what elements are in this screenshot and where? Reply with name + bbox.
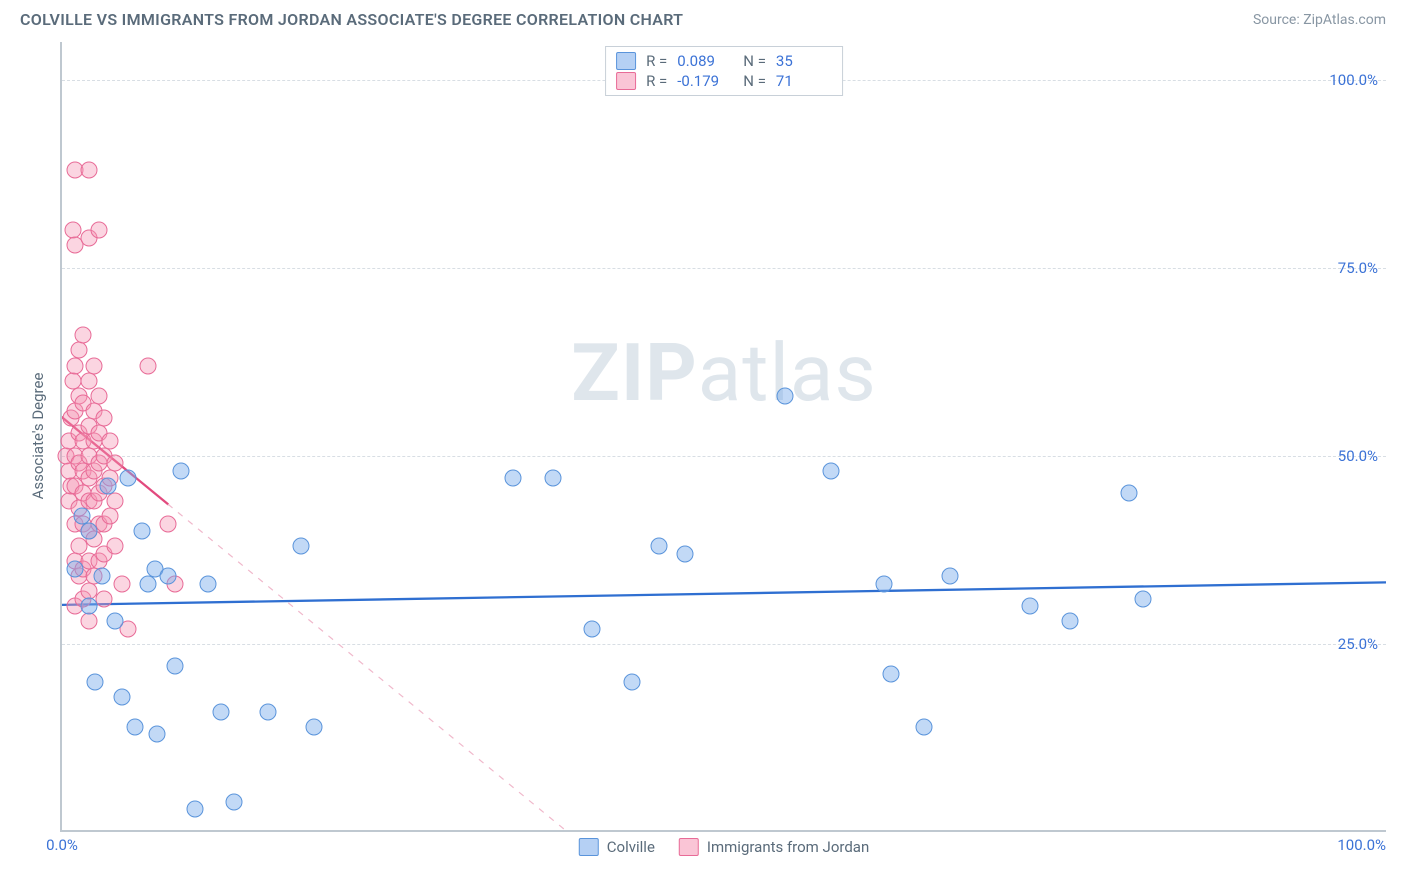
legend-item-colville: Colville xyxy=(579,838,655,856)
data-point xyxy=(776,387,793,404)
data-point xyxy=(186,801,203,818)
data-point xyxy=(1134,590,1151,607)
data-point xyxy=(292,538,309,555)
gridline xyxy=(62,456,1386,457)
data-point xyxy=(199,575,216,592)
data-point xyxy=(213,703,230,720)
gridline xyxy=(62,644,1386,645)
stats-legend: R = 0.089 N = 35 R = -0.179 N = 71 xyxy=(605,46,843,96)
source-attribution: Source: ZipAtlas.com xyxy=(1253,12,1386,28)
data-point xyxy=(75,327,92,344)
data-point xyxy=(80,372,97,389)
y-tick-label: 100.0% xyxy=(1329,71,1378,89)
data-point xyxy=(149,726,166,743)
chart-title: COLVILLE VS IMMIGRANTS FROM JORDAN ASSOC… xyxy=(20,10,683,29)
data-point xyxy=(91,222,108,239)
legend-item-jordan: Immigrants from Jordan xyxy=(679,838,869,856)
x-tick-100: 100.0% xyxy=(1337,836,1386,854)
gridline xyxy=(62,268,1386,269)
data-point xyxy=(915,718,932,735)
data-point xyxy=(80,613,97,630)
series-legend: Colville Immigrants from Jordan xyxy=(579,838,869,856)
swatch-pink-icon xyxy=(679,838,699,856)
data-point xyxy=(101,432,118,449)
data-point xyxy=(942,568,959,585)
y-tick-label: 25.0% xyxy=(1338,635,1378,653)
data-point xyxy=(101,508,118,525)
stats-row-colville: R = 0.089 N = 35 xyxy=(616,51,832,71)
data-point xyxy=(624,673,641,690)
data-point xyxy=(882,666,899,683)
chart-container: ZIPatlas 25.0% 50.0% 75.0% 100.0% R = 0.089… xyxy=(22,42,1386,854)
data-point xyxy=(305,718,322,735)
data-point xyxy=(166,658,183,675)
data-point xyxy=(173,462,190,479)
y-tick-label: 50.0% xyxy=(1338,447,1378,465)
data-point xyxy=(107,492,124,509)
x-tick-0: 0.0% xyxy=(46,836,78,854)
data-point xyxy=(259,703,276,720)
data-point xyxy=(107,538,124,555)
data-point xyxy=(96,590,113,607)
data-point xyxy=(226,793,243,810)
stats-row-jordan: R = -0.179 N = 71 xyxy=(616,71,832,91)
data-point xyxy=(120,470,137,487)
data-point xyxy=(87,673,104,690)
y-tick-label: 75.0% xyxy=(1338,259,1378,277)
data-point xyxy=(876,575,893,592)
data-point xyxy=(584,620,601,637)
data-point xyxy=(677,545,694,562)
data-point xyxy=(1021,598,1038,615)
data-point xyxy=(67,560,84,577)
swatch-pink-icon xyxy=(616,72,636,90)
data-point xyxy=(80,523,97,540)
data-point xyxy=(160,515,177,532)
data-point xyxy=(160,568,177,585)
data-point xyxy=(71,342,88,359)
data-point xyxy=(93,568,110,585)
data-point xyxy=(126,718,143,735)
data-point xyxy=(80,161,97,178)
swatch-blue-icon xyxy=(579,838,599,856)
data-point xyxy=(544,470,561,487)
data-point xyxy=(1061,613,1078,630)
data-point xyxy=(107,455,124,472)
plot-area: ZIPatlas 25.0% 50.0% 75.0% 100.0% R = 0.089… xyxy=(60,42,1386,832)
data-point xyxy=(100,477,117,494)
swatch-blue-icon xyxy=(616,52,636,70)
data-point xyxy=(113,688,130,705)
y-axis-label: Associate's Degree xyxy=(29,373,47,500)
data-point xyxy=(67,357,84,374)
data-point xyxy=(140,575,157,592)
watermark: ZIPatlas xyxy=(571,326,876,420)
data-point xyxy=(91,387,108,404)
data-point xyxy=(85,357,102,374)
data-point xyxy=(107,613,124,630)
data-point xyxy=(133,523,150,540)
data-point xyxy=(80,598,97,615)
data-point xyxy=(140,357,157,374)
data-point xyxy=(1121,485,1138,502)
data-point xyxy=(96,410,113,427)
data-point xyxy=(113,575,130,592)
data-point xyxy=(650,538,667,555)
data-point xyxy=(823,462,840,479)
data-point xyxy=(504,470,521,487)
